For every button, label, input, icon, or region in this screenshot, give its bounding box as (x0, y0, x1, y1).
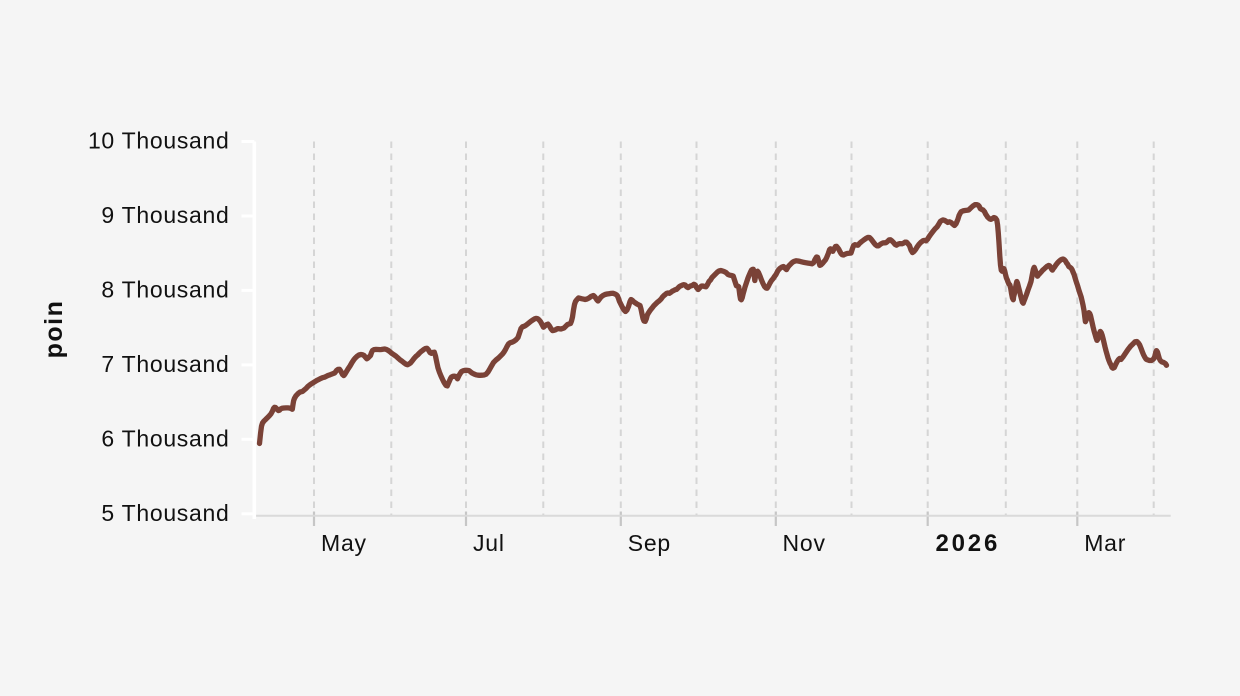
svg-text:10 Thousand: 10 Thousand (88, 128, 230, 154)
svg-text:Nov: Nov (783, 530, 826, 556)
svg-text:poin: poin (40, 300, 68, 359)
svg-text:9 Thousand: 9 Thousand (101, 202, 229, 228)
svg-text:6 Thousand: 6 Thousand (101, 425, 229, 451)
svg-text:5 Thousand: 5 Thousand (101, 500, 229, 526)
svg-text:May: May (321, 530, 367, 556)
svg-text:2026: 2026 (936, 530, 1001, 557)
svg-text:7 Thousand: 7 Thousand (101, 351, 229, 377)
svg-text:Sep: Sep (628, 530, 671, 556)
svg-text:8 Thousand: 8 Thousand (101, 276, 229, 302)
svg-text:Mar: Mar (1084, 530, 1126, 556)
svg-text:Jul: Jul (473, 530, 505, 556)
